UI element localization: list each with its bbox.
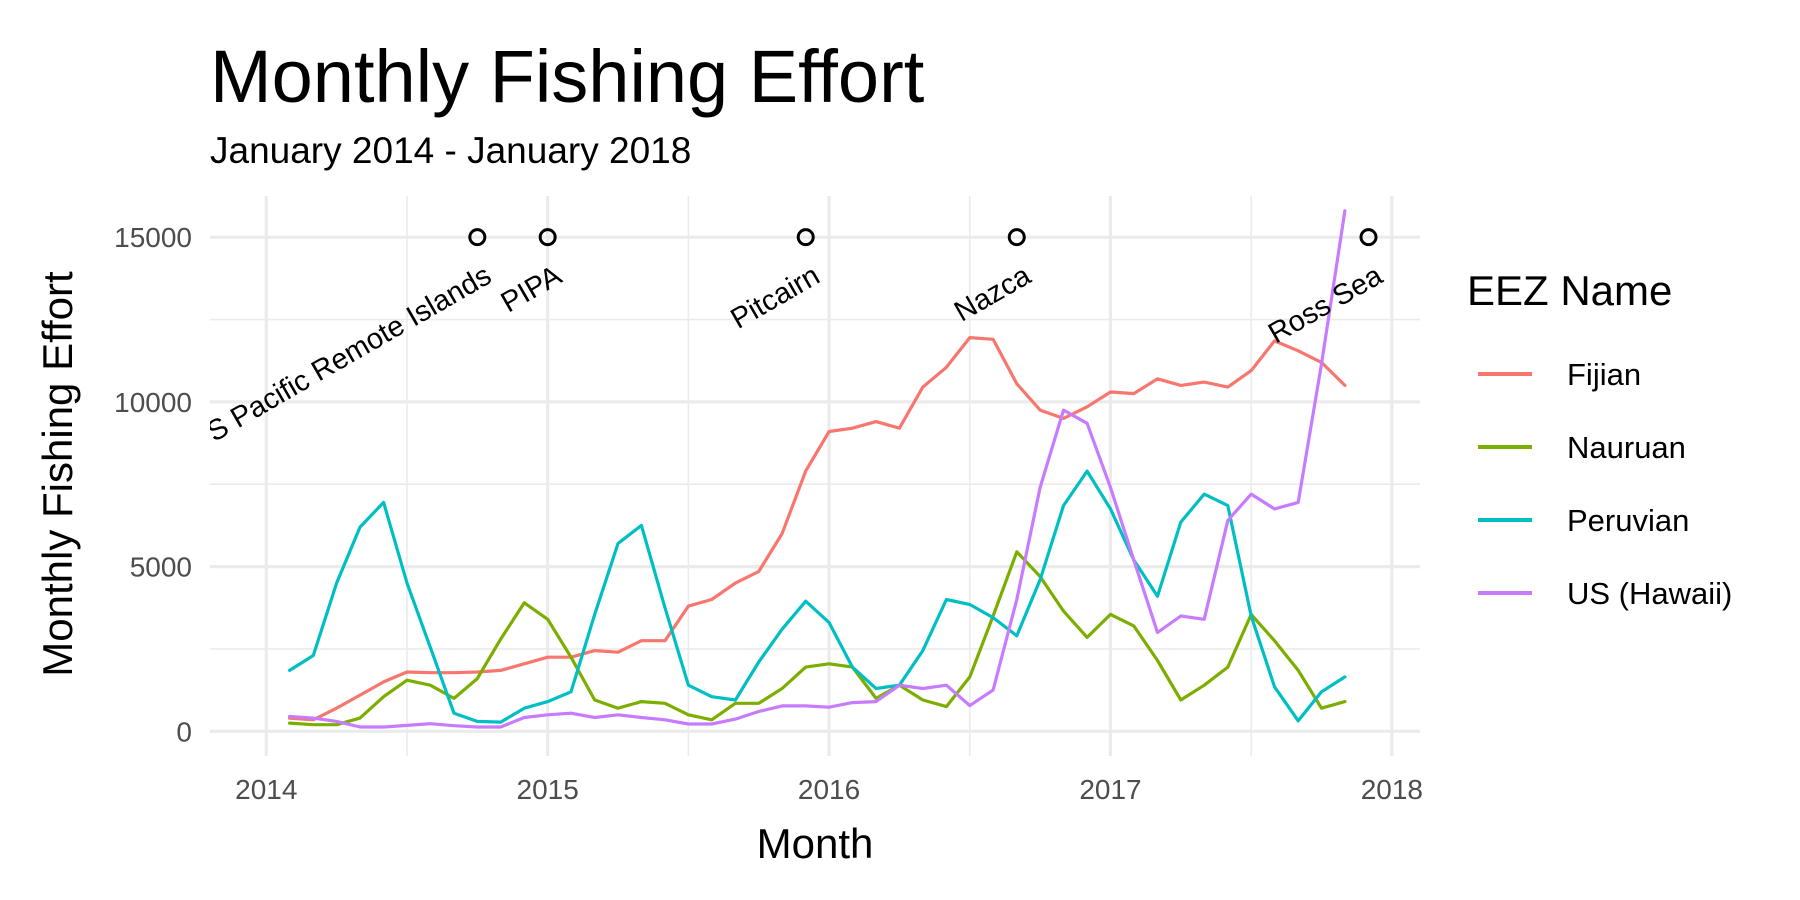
annotation-marker xyxy=(796,228,815,247)
legend-label: Nauruan xyxy=(1567,430,1686,465)
legend-label: US (Hawaii) xyxy=(1567,576,1732,611)
series-lines xyxy=(288,209,1347,729)
x-tick-label: 2014 xyxy=(235,774,297,805)
series-line-us-hawaii xyxy=(288,209,1347,729)
x-tick-label: 2015 xyxy=(517,774,579,805)
series-line-fijian xyxy=(288,336,1347,722)
x-tick-label: 2017 xyxy=(1079,774,1141,805)
y-tick-label: 15000 xyxy=(114,222,192,253)
y-tick-label: 5000 xyxy=(130,552,192,583)
legend-label: Peruvian xyxy=(1567,503,1689,538)
legend: EEZ Name Fijian Nauruan Peruvian US (Hawaii… xyxy=(1467,267,1732,611)
series-line-nauruan xyxy=(288,550,1347,727)
annotation-label: US Pacific Remote Islands xyxy=(184,260,497,459)
x-axis: 2014 2015 2016 2017 2018 xyxy=(235,774,1423,805)
annotation-marker xyxy=(1007,228,1026,247)
annotation-marker xyxy=(538,228,557,247)
series-line-peruvian xyxy=(288,469,1347,724)
annotation-label: Nazca xyxy=(949,259,1037,328)
y-tick-label: 0 xyxy=(176,716,192,747)
annotation-label: Pitcairn xyxy=(725,260,825,336)
legend-title: EEZ Name xyxy=(1467,267,1672,314)
annotation-label: PIPA xyxy=(496,259,568,319)
y-tick-label: 10000 xyxy=(114,387,192,418)
y-axis: 0 5000 10000 15000 xyxy=(114,222,192,747)
x-tick-label: 2016 xyxy=(798,774,860,805)
y-axis-title: Monthly Fishing Effort xyxy=(34,271,81,677)
legend-label: Fijian xyxy=(1567,357,1641,392)
x-tick-label: 2018 xyxy=(1361,774,1423,805)
annotation-marker xyxy=(468,228,487,247)
annotation-marker xyxy=(1359,228,1378,247)
x-axis-title: Month xyxy=(757,820,874,867)
chart-title: Monthly Fishing Effort xyxy=(210,35,925,118)
chart-subtitle: January 2014 - January 2018 xyxy=(210,130,691,171)
